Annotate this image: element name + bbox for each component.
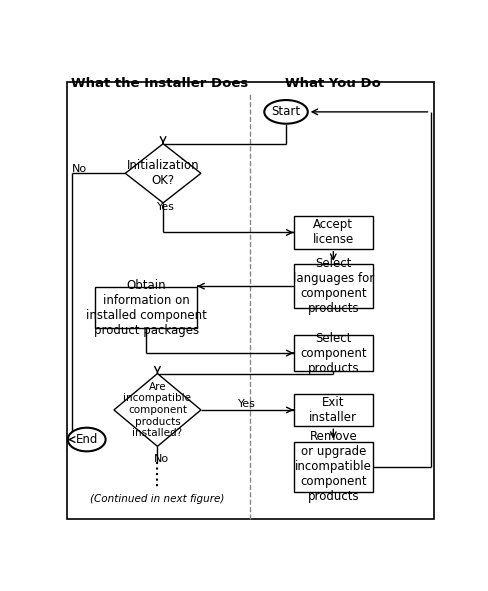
FancyBboxPatch shape bbox=[294, 394, 373, 426]
Text: Are
incompatible
component
products
installed?: Are incompatible component products inst… bbox=[123, 382, 191, 438]
FancyBboxPatch shape bbox=[294, 442, 373, 492]
FancyBboxPatch shape bbox=[294, 216, 373, 249]
Text: (Continued in next figure): (Continued in next figure) bbox=[90, 494, 224, 504]
Text: No: No bbox=[154, 454, 169, 464]
Text: Select
component
products: Select component products bbox=[300, 332, 366, 375]
Text: Accept
license: Accept license bbox=[313, 219, 354, 246]
Text: Yes: Yes bbox=[158, 203, 175, 212]
Text: No: No bbox=[72, 164, 87, 174]
Polygon shape bbox=[125, 144, 201, 203]
Text: Remove
or upgrade
incompatible
component
products: Remove or upgrade incompatible component… bbox=[295, 430, 372, 504]
Text: Yes: Yes bbox=[238, 400, 256, 410]
Text: What the Installer Does: What the Installer Does bbox=[71, 77, 248, 90]
Text: Select
languages for
component
products: Select languages for component products bbox=[293, 257, 374, 315]
Text: Exit
installer: Exit installer bbox=[309, 396, 357, 424]
FancyBboxPatch shape bbox=[95, 287, 197, 329]
Ellipse shape bbox=[68, 428, 105, 452]
Text: Initialization
OK?: Initialization OK? bbox=[127, 160, 200, 187]
FancyBboxPatch shape bbox=[294, 264, 373, 309]
Text: Start: Start bbox=[271, 105, 301, 118]
Text: End: End bbox=[76, 433, 98, 446]
Ellipse shape bbox=[264, 100, 308, 124]
Text: Obtain
information on
installed component
product packages: Obtain information on installed componen… bbox=[86, 278, 206, 336]
FancyBboxPatch shape bbox=[294, 335, 373, 371]
Polygon shape bbox=[114, 374, 201, 446]
Text: What You Do: What You Do bbox=[285, 77, 381, 90]
